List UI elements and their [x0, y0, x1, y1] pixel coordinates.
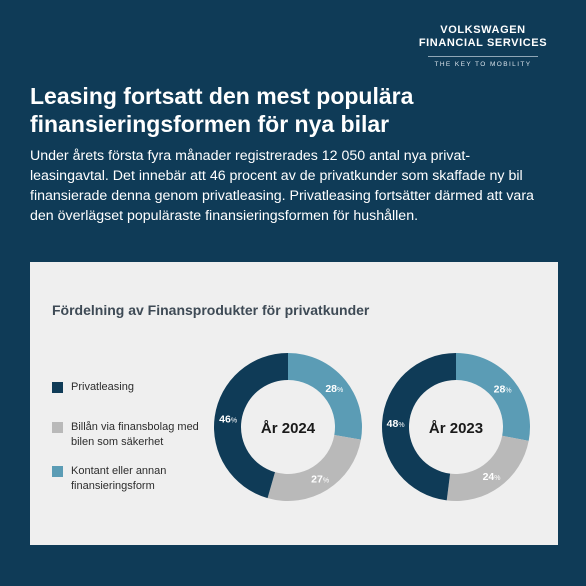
- chart-panel: Fördelning av Finansprodukter för privat…: [30, 262, 558, 545]
- intro-text: Under årets första fyra månader registre…: [30, 148, 534, 224]
- donut-center-label: År 2023: [429, 420, 483, 437]
- donut-chart-1: 28%24%48% År 2023: [381, 353, 530, 501]
- legend-label-kontant: Kontant eller annan finansieringsform: [71, 465, 167, 492]
- headline: Leasing fortsatt den mest populära finan…: [30, 83, 414, 137]
- legend-swatch-privatleasing: [52, 382, 63, 393]
- donut-center-label: År 2024: [261, 420, 316, 437]
- legend-item-kontant: Kontant eller annan finansieringsform: [52, 464, 206, 494]
- legend-swatch-billan: [52, 422, 63, 433]
- legend-swatch-kontant: [52, 466, 63, 477]
- brand-name-line2: FINANCIAL SERVICES: [418, 37, 548, 49]
- brand-logo: VOLKSWAGEN FINANCIAL SERVICES THE KEY TO…: [408, 24, 558, 68]
- slice-kontant: [456, 353, 530, 441]
- brand-tagline: THE KEY TO MOBILITY: [434, 61, 532, 68]
- donut-chart-0: 28%27%46% År 2024: [214, 353, 362, 501]
- brand-name-line1: VOLKSWAGEN: [440, 24, 526, 36]
- slice-billan: [267, 435, 361, 501]
- legend-item-privatleasing: Privatleasing: [52, 380, 206, 395]
- slice-privatleasing: [381, 353, 456, 501]
- legend-label-privatleasing: Privatleasing: [71, 381, 134, 393]
- brand-divider: [428, 56, 538, 57]
- slice-kontant: [288, 353, 362, 440]
- legend-label-billan: Billån via finansbolag med bilen som säk…: [71, 421, 199, 448]
- chart-title: Fördelning av Finansprodukter för privat…: [52, 302, 370, 318]
- slice-privatleasing: [214, 353, 288, 499]
- legend-item-billan: Billån via finansbolag med bilen som säk…: [52, 420, 206, 450]
- slice-billan: [446, 435, 529, 501]
